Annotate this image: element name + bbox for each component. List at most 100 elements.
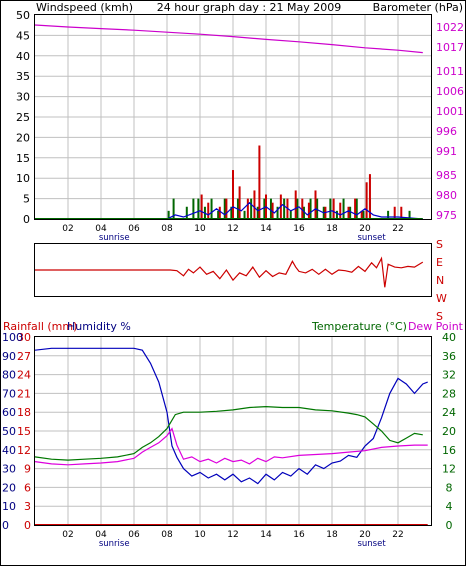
rainfall-y-tick-label: 21	[17, 387, 31, 400]
barometer-y-tick-label: 991	[436, 145, 457, 158]
barometer-y-tick-label: 975	[436, 209, 457, 222]
wind-x-tick-label: 16	[293, 224, 305, 234]
wind-y-ticks: 0 5 10 15 20 25 30 35 40 45 50	[16, 9, 30, 226]
barometer-line	[34, 24, 423, 54]
direction-marks	[35, 256, 424, 288]
rainfall-y-tick-label: 6	[24, 481, 31, 494]
humidity-y-tick-label: 100	[2, 331, 23, 344]
barometer-y-tick-label: 996	[436, 125, 457, 138]
climate-x-tick-label: 20	[359, 530, 371, 540]
climate-y-ticks: 0 3 6 9 12 15 18 21 24 27 30 0 10 20 30 40 50 60 70 80 90 100	[2, 331, 31, 532]
direction-y-tick-label: S	[436, 310, 443, 323]
wind-grid	[35, 15, 431, 219]
temperature-y-tick-label: 36	[442, 350, 456, 363]
chart-title: 24 hour graph day : 21 May 2009	[157, 1, 342, 14]
rainfall-y-tick-label: 27	[17, 350, 31, 363]
wind-x-tick-label: 20	[359, 224, 371, 234]
sunset-label-2: sunset	[357, 539, 386, 549]
wind-marks	[34, 24, 423, 220]
direction-y-tick-label: W	[436, 292, 447, 305]
wind-x-tick-label: 02	[62, 224, 73, 234]
climate-grid	[35, 337, 431, 525]
wind-x-tick-label: 18	[326, 224, 338, 234]
wind-x-tick-label: 08	[161, 224, 173, 234]
climate-x-tick-label: 06	[128, 530, 140, 540]
barometer-y-ticks: 975 980 985 991 996 1001 1006 1011 1017 1022	[436, 21, 464, 222]
temperature-y-tick-label: 8	[446, 481, 453, 494]
humidity-y-tick-label: 40	[2, 444, 16, 457]
climate-x-tick-label: 02	[62, 530, 73, 540]
humidity-axis-label: Humidity %	[67, 320, 131, 333]
wind-y-tick-label: 25	[16, 111, 30, 124]
wind-plot-frame	[34, 14, 432, 220]
wind-x-tick-label: 12	[227, 224, 238, 234]
temperature-y-tick-label: 4	[446, 500, 453, 513]
barometer-y-tick-label: 1006	[436, 85, 464, 98]
temperature-y-ticks: 0 4 8 12 16 20 24 28 32 36 40	[442, 331, 456, 532]
climate-x-tick-label: 04	[95, 530, 107, 540]
barometer-axis-label: Barometer (hPa)	[373, 1, 463, 14]
wind-barometer-panel: Windspeed (kmh) 24 hour graph day : 21 M…	[16, 1, 464, 243]
humidity-y-tick-label: 80	[2, 369, 16, 382]
rainfall-axis-label: Rainfall (mm)	[3, 320, 77, 333]
wind_avg-line	[35, 201, 423, 220]
barometer-y-tick-label: 980	[436, 189, 457, 202]
climate-x-tick-label: 10	[194, 530, 206, 540]
wind-y-tick-label: 30	[16, 91, 30, 104]
barometer-y-tick-label: 1001	[436, 105, 464, 118]
rainfall-y-tick-label: 12	[17, 444, 31, 457]
direction-y-tick-label: N	[436, 274, 444, 287]
humidity-y-tick-label: 60	[2, 406, 16, 419]
climate-x-tick-label: 14	[260, 530, 272, 540]
wind-y-tick-label: 15	[16, 152, 30, 165]
temperature-line	[34, 405, 423, 461]
direction-plot-frame	[34, 243, 432, 297]
direction-y-tick-label: E	[436, 256, 443, 269]
climate-x-tick-label: 12	[227, 530, 238, 540]
humidity-y-tick-label: 0	[2, 519, 9, 532]
climate-x-tick-label: 22	[392, 530, 403, 540]
wind-y-tick-label: 45	[16, 29, 30, 42]
wind-y-tick-label: 5	[23, 193, 30, 206]
temperature-y-tick-label: 20	[442, 425, 456, 438]
humidity-y-tick-label: 10	[2, 500, 16, 513]
direction-line	[35, 256, 424, 288]
barometer-y-tick-label: 1017	[436, 41, 464, 54]
rainfall-y-tick-label: 30	[17, 331, 31, 344]
rainfall-y-tick-label: 18	[17, 406, 31, 419]
barometer-y-tick-label: 1011	[436, 65, 464, 78]
temperature-y-tick-label: 0	[446, 519, 453, 532]
rainfall-y-tick-label: 3	[24, 500, 31, 513]
humidity-y-tick-label: 50	[2, 425, 16, 438]
climate-x-tick-label: 18	[326, 530, 338, 540]
climate-x-ticks: 02 04 06 08 10 12 14 16 18 20 22	[62, 530, 403, 540]
direction-y-tick-label: S	[436, 238, 443, 251]
rainfall-y-tick-label: 9	[24, 463, 31, 476]
wind-y-tick-label: 50	[16, 9, 30, 22]
rainfall-y-tick-label: 24	[17, 369, 31, 382]
temperature-y-tick-label: 24	[442, 406, 456, 419]
dew_point-line	[34, 427, 428, 466]
wind-y-tick-label: 0	[23, 213, 30, 226]
wind-x-tick-label: 10	[194, 224, 206, 234]
humidity-y-tick-label: 90	[2, 350, 16, 363]
climate-x-tick-label: 16	[293, 530, 305, 540]
sunrise-label-2: sunrise	[99, 539, 130, 549]
humidity-line	[34, 347, 428, 485]
humidity-y-tick-label: 30	[2, 463, 16, 476]
dew-point-axis-label: Dew Point	[408, 320, 464, 333]
wind-x-tick-label: 22	[392, 224, 403, 234]
wind-y-tick-label: 35	[16, 70, 30, 83]
wind-y-tick-label: 20	[16, 131, 30, 144]
humidity-y-tick-label: 20	[2, 481, 16, 494]
wind-y-tick-label: 40	[16, 50, 30, 63]
wind-x-ticks: 02 04 06 08 10 12 14 16 18 20 22	[62, 224, 403, 234]
humidity-y-tick-label: 70	[2, 387, 16, 400]
climate-panel: Rainfall (mm) Humidity % Temperature (°C…	[2, 320, 464, 549]
wind-y-tick-label: 10	[16, 172, 30, 185]
sunrise-label: sunrise	[99, 233, 130, 243]
wind-axis-label: Windspeed (kmh)	[36, 1, 133, 14]
